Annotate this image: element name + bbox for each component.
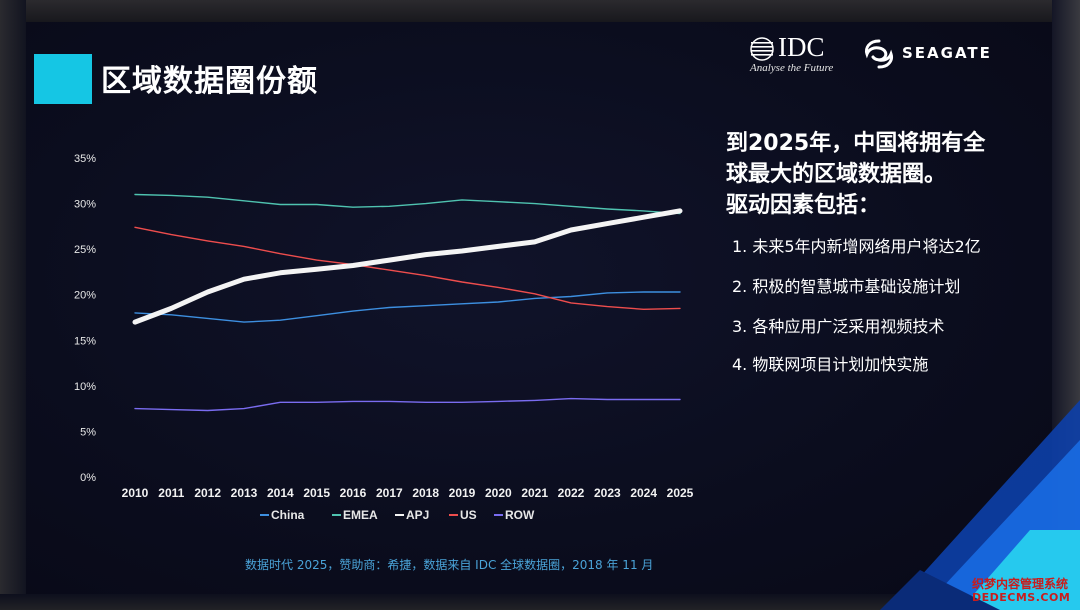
x-tick-label: 2011 <box>158 486 184 500</box>
legend-item-apj: APJ <box>395 508 429 522</box>
screen-frame-top <box>0 0 1080 22</box>
seagate-logo: SEAGATE <box>862 38 1002 70</box>
headline-line-3: 驱动因素包括： <box>726 193 881 218</box>
headline-line-2: 球最大的区域数据圈。 <box>726 162 947 187</box>
legend-label: China <box>271 508 305 522</box>
source-note: 数据时代 2025，赞助商：希捷，数据来自 IDC 全球数据圈，2018 年 1… <box>245 558 654 572</box>
x-tick-label: 2023 <box>594 486 621 500</box>
y-tick-label: 30% <box>74 199 96 211</box>
y-axis: 0% 5% 10% 15% 20% 25% 30% 35% <box>74 153 96 484</box>
idc-logo-tagline: Analyse the Future <box>750 62 834 74</box>
series-line-china <box>134 291 681 323</box>
y-tick-label: 35% <box>74 153 96 165</box>
legend-item-china: China <box>260 508 305 522</box>
legend-label: APJ <box>406 508 429 522</box>
y-tick-label: 5% <box>80 426 96 438</box>
driver-point-2: 2. 积极的智慧城市基础设施计划 <box>732 277 961 296</box>
legend: China EMEA APJ US ROW <box>260 508 535 522</box>
seagate-logo-name: SEAGATE <box>902 44 992 62</box>
driver-point-4: 4. 物联网项目计划加快实施 <box>732 355 929 374</box>
series-line-us <box>134 226 681 311</box>
legend-item-row: ROW <box>494 508 535 522</box>
line-chart: 0%5%10%15%20%25%30%35% 2010 2011 2012 2013 2… <box>74 153 694 522</box>
idc-globe-icon <box>750 37 774 61</box>
x-tick-label: 2025 <box>667 486 694 500</box>
idc-logo: IDC Analyse the Future <box>748 32 848 78</box>
y-tick-label: 20% <box>74 290 96 302</box>
page-title: 区域数据圈份额 <box>101 64 318 99</box>
x-axis: 2010 2011 2012 2013 2014 2015 2016 2017 2018 2019… <box>122 486 694 500</box>
y-tick-label: 25% <box>74 244 96 256</box>
series-line-apj <box>132 208 683 325</box>
watermark-line-2: DEDECMS.COM <box>972 591 1071 604</box>
legend-label: ROW <box>505 508 535 522</box>
x-tick-label: 2019 <box>449 486 476 500</box>
title-accent-square <box>34 54 92 104</box>
screen-frame-bottom <box>0 594 1080 610</box>
x-tick-label: 2017 <box>376 486 403 500</box>
driver-point-3: 3. 各种应用广泛采用视频技术 <box>732 317 945 336</box>
y-tick-label: 0% <box>80 472 96 484</box>
x-tick-label: 2020 <box>485 486 512 500</box>
headline-line-1: 到2025年，中国将拥有全 <box>726 131 986 156</box>
legend-label: US <box>460 508 477 522</box>
driver-point-1: 1. 未来5年内新增网络用户将达2亿 <box>732 237 981 256</box>
series-line-row <box>134 397 681 412</box>
x-tick-label: 2024 <box>630 486 657 500</box>
x-tick-label: 2010 <box>122 486 149 500</box>
x-tick-label: 2021 <box>521 486 548 500</box>
idc-logo-name: IDC <box>778 32 825 62</box>
x-tick-label: 2013 <box>231 486 258 500</box>
x-tick-label: 2012 <box>194 486 221 500</box>
y-tick-label: 10% <box>74 381 96 393</box>
decorative-corner-shapes <box>880 400 1080 610</box>
series-line-emea <box>134 193 681 215</box>
x-tick-label: 2018 <box>412 486 439 500</box>
series-lines <box>132 193 683 412</box>
x-tick-label: 2022 <box>558 486 585 500</box>
x-tick-label: 2016 <box>340 486 367 500</box>
x-tick-label: 2014 <box>267 486 294 500</box>
x-tick-label: 2015 <box>303 486 330 500</box>
y-tick-label: 15% <box>74 335 96 347</box>
screen-frame-left <box>0 0 26 610</box>
legend-label: EMEA <box>343 508 378 522</box>
headline: 到2025年，中国将拥有全 球最大的区域数据圈。 驱动因素包括： <box>726 128 1036 221</box>
watermark: 织梦内容管理系统 DEDECMS.COM <box>970 573 1080 610</box>
seagate-swirl-icon <box>865 39 893 69</box>
legend-item-emea: EMEA <box>332 508 378 522</box>
watermark-line-1: 织梦内容管理系统 <box>972 577 1069 591</box>
legend-item-us: US <box>449 508 477 522</box>
